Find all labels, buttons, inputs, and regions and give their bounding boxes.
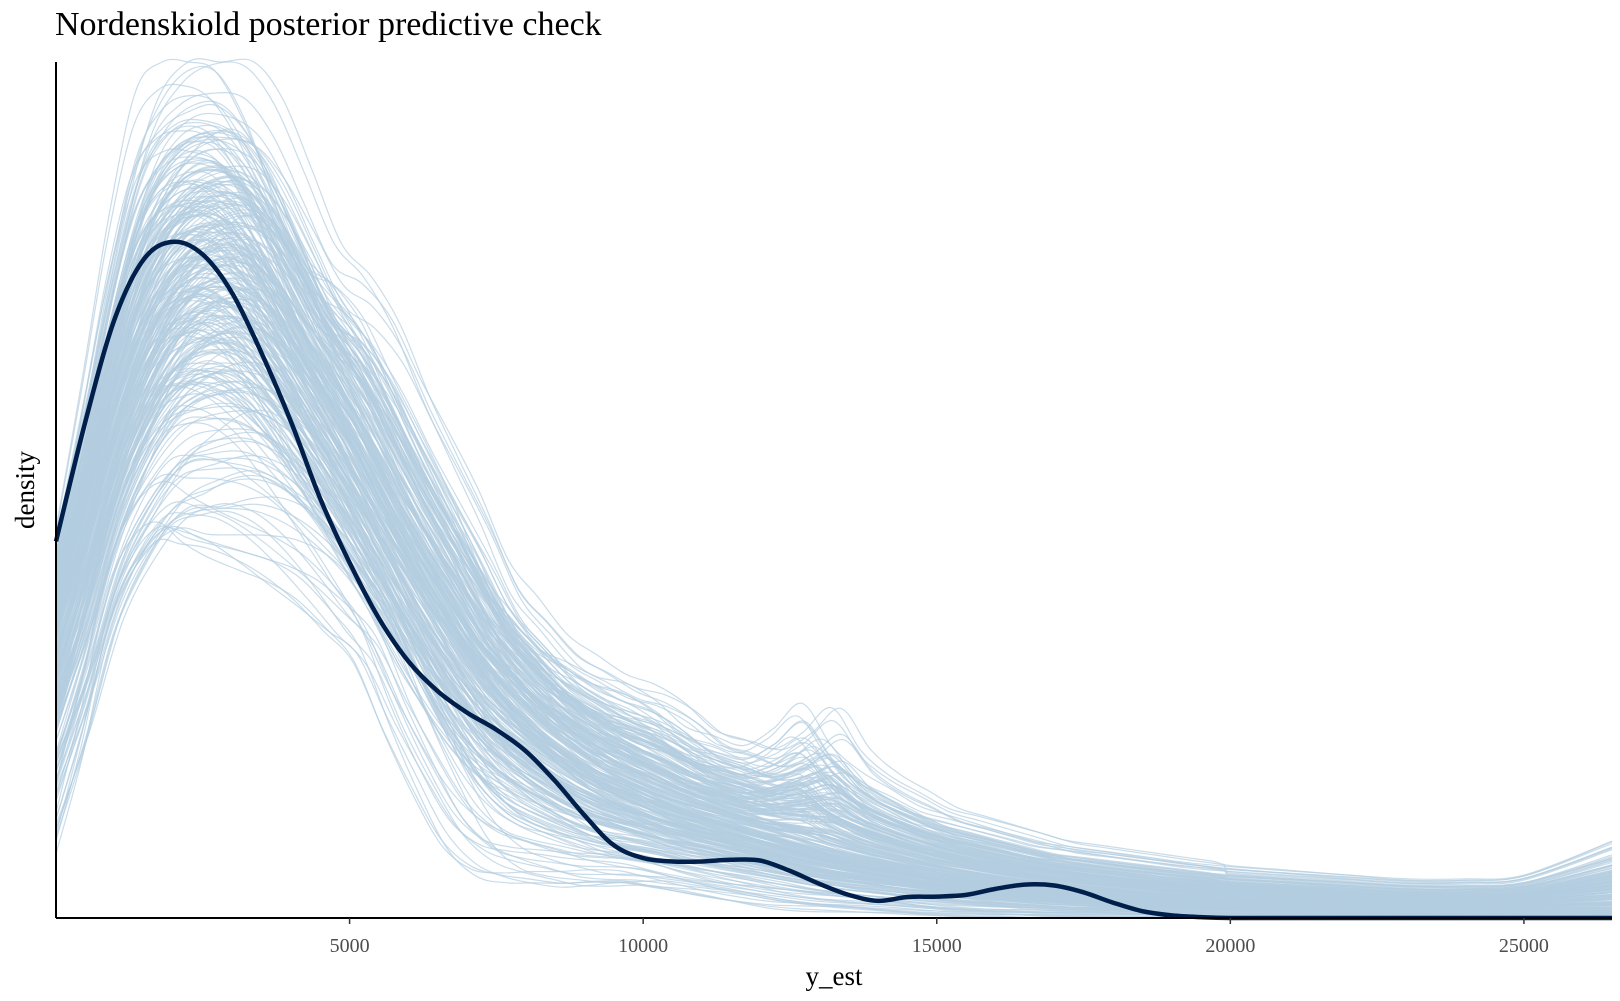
replicate-density-curve [55,215,1613,899]
replicate-density-curve [55,402,1613,915]
chart-title: Nordenskiold posterior predictive check [55,6,602,43]
replicate-density-curve [55,61,1613,885]
replicate-density-curves [55,58,1613,919]
replicate-density-curve [55,91,1613,882]
observed-density-curve [53,239,1612,921]
x-tick-label: 20000 [1205,935,1255,957]
x-tick-label: 5000 [330,935,370,957]
replicate-density-curve [55,376,1613,915]
replicate-density-curve [55,384,1613,916]
replicate-density-curve [55,121,1613,889]
replicate-density-curve [55,301,1613,913]
replicate-density-curve [55,470,1613,918]
replicate-density-curve [55,260,1613,908]
x-axis-title: y_est [806,961,863,991]
replicate-density-curve [55,369,1613,915]
replicate-density-curve [55,272,1613,913]
replicate-density-curve [55,373,1613,915]
replicate-density-curve [55,285,1613,912]
replicate-density-curve [55,393,1613,916]
x-axis-ticks: 5000 10000 15000 20000 25000 [330,918,1549,957]
replicate-density-curve [55,467,1613,917]
replicate-density-curve [55,199,1613,900]
replicate-density-curve [55,197,1613,898]
replicate-density-curve [55,254,1613,907]
replicate-density-curve [55,239,1613,902]
replicate-density-curve [55,238,1613,906]
replicate-density-curve [55,138,1613,892]
replicate-density-curve [55,128,1613,894]
replicate-density-curve [55,199,1613,897]
x-tick-label: 15000 [912,935,962,957]
x-tick-label: 25000 [1499,935,1549,957]
replicate-density-curve [55,284,1613,913]
replicate-density-curve [55,58,1613,880]
y-axis-title: density [10,451,40,529]
observed-density-curve-group [53,239,1612,921]
replicate-density-curve [55,405,1613,915]
replicate-density-curve [55,287,1613,913]
x-tick-label: 10000 [618,935,668,957]
replicate-density-curve [55,454,1613,917]
